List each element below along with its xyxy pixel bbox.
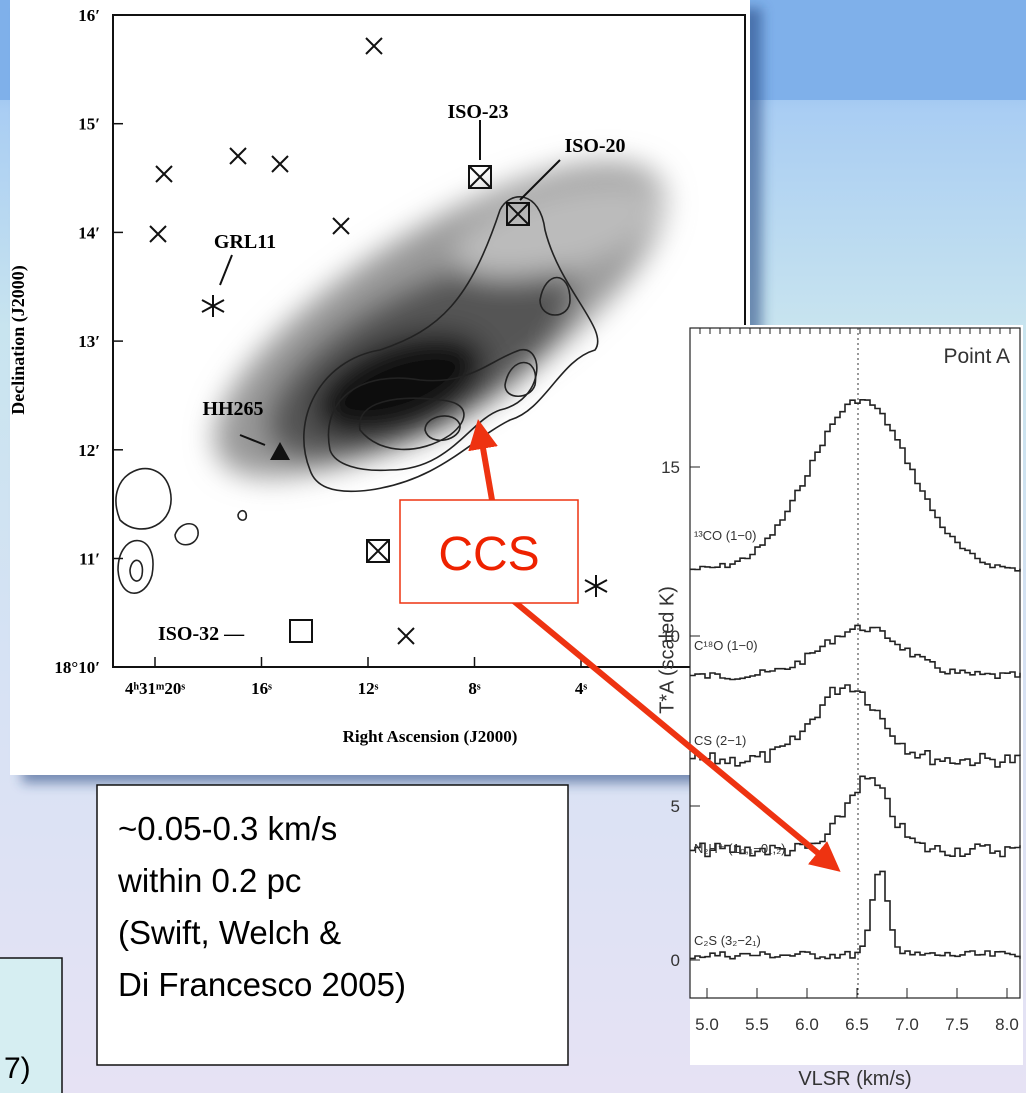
- spectra-panel: [690, 325, 1023, 1065]
- y-tick-label: 12′: [78, 441, 100, 460]
- map-y-title: Declination (J2000): [8, 265, 29, 414]
- spectra-labels: 15 10 5 0 5.0 5.5 6.0 6.5 7.0 7.5 8.0 ¹³CO (1−0) C¹⁸…: [661, 458, 1019, 1034]
- callout-text: CCS: [438, 528, 539, 581]
- x-tick-label: 8ˢ: [468, 679, 481, 698]
- y-tick-label: 11′: [79, 550, 100, 569]
- spectrum-trace: [690, 775, 1021, 858]
- contours: [115, 196, 599, 594]
- corner-text: 7): [4, 1052, 31, 1085]
- line-label: C¹⁸O (1−0): [694, 638, 758, 653]
- note-line: Di Francesco 2005): [118, 966, 406, 1003]
- source-labels: ISO-23 ISO-20 GRL11 HH265 ISO-32 —: [158, 101, 626, 645]
- y-tick-label: 5: [671, 797, 680, 816]
- line-label: CS (2−1): [694, 733, 746, 748]
- x-tick-label: 5.5: [745, 1015, 769, 1034]
- note-line: ~0.05-0.3 km/s: [118, 810, 337, 847]
- x-tick-label: 5.0: [695, 1015, 719, 1034]
- spectra-x-title: VLSR (km/s): [798, 1068, 911, 1090]
- callout-arrows: [468, 419, 841, 872]
- x-tick-label: 6.5: [845, 1015, 869, 1034]
- note-box: [96, 784, 569, 1066]
- x-tick-label: 8.0: [995, 1015, 1019, 1034]
- spectrum-trace: [690, 399, 1021, 572]
- spectra-lines: [689, 328, 1021, 960]
- intensity-map: [214, 162, 667, 478]
- x-tick-label: 4ˢ: [575, 679, 588, 698]
- line-label: N₂H⁺ (1₀,₁−0₁,₂): [694, 841, 785, 856]
- x-tick-label: 12ˢ: [358, 679, 379, 698]
- y-tick-label: 10: [661, 627, 680, 646]
- y-tick-label: 15′: [78, 115, 100, 134]
- spectrum-trace: [690, 684, 1021, 768]
- y-tick-label: 15: [661, 458, 680, 477]
- x-tick-label: 16ˢ: [251, 679, 272, 698]
- hh265-marker: [270, 442, 290, 460]
- note-line: within 0.2 pc: [117, 862, 301, 899]
- y-tick-label: 13′: [78, 332, 100, 351]
- y-tick-label: 16′: [78, 6, 100, 25]
- source-markers: [149, 37, 608, 645]
- note: ~0.05-0.3 km/s within 0.2 pc (Swift, Wel…: [117, 810, 406, 1003]
- note-line: (Swift, Welch &: [118, 914, 341, 951]
- x-tick-label: 7.5: [945, 1015, 969, 1034]
- source-label: GRL11: [214, 231, 276, 253]
- x-tick-label: 6.0: [795, 1015, 819, 1034]
- y-tick-label: 0: [671, 951, 680, 970]
- source-label: ISO-20: [564, 135, 625, 157]
- callout-box: [399, 499, 579, 604]
- spectra-frame: [689, 327, 1021, 999]
- spectrum-trace: [690, 870, 1021, 960]
- map-x-title: Right Ascension (J2000): [343, 727, 518, 746]
- x-tick-label: 7.0: [895, 1015, 919, 1034]
- source-label: ISO-23: [447, 101, 508, 123]
- line-label: C₂S (3₂−2₁): [694, 933, 761, 948]
- map-tick-labels: 16′ 15′ 14′ 13′ 12′ 11′ 18°10′ 4ʰ31ᵐ20ˢ 16ˢ 12ˢ 8ˢ…: [54, 6, 587, 698]
- x-tick-label: 4ʰ31ᵐ20ˢ: [125, 679, 185, 698]
- spectrum-trace: [690, 624, 1021, 681]
- line-label: ¹³CO (1−0): [694, 528, 756, 543]
- source-label: ISO-32 —: [158, 623, 245, 645]
- panel-label: Point A: [943, 345, 1010, 368]
- source-label: HH265: [202, 398, 263, 420]
- y-tick-label: 14′: [78, 223, 100, 242]
- corner-box: [0, 957, 63, 1093]
- y-tick-label: 18°10′: [54, 658, 100, 677]
- spectra-y-title: T*A (scaled K): [656, 586, 678, 714]
